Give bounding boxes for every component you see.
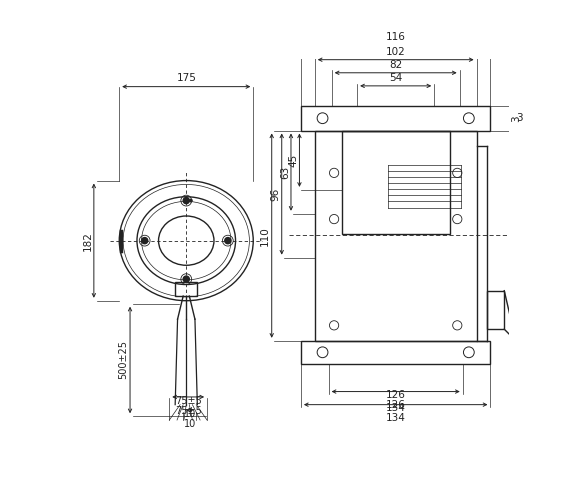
Text: 500±25: 500±25 <box>118 340 128 380</box>
Text: 3: 3 <box>517 113 523 123</box>
Text: 63: 63 <box>280 165 290 179</box>
Text: 134: 134 <box>386 413 405 423</box>
Text: 75±5: 75±5 <box>175 396 201 406</box>
Text: 96: 96 <box>270 188 281 201</box>
Text: 134: 134 <box>386 403 405 413</box>
Text: 45: 45 <box>288 154 298 167</box>
Bar <box>487 291 504 329</box>
Text: 54: 54 <box>389 73 403 83</box>
Text: 126: 126 <box>386 390 405 400</box>
Bar <box>301 341 490 364</box>
Text: 110: 110 <box>260 226 270 246</box>
Text: 116: 116 <box>386 32 405 42</box>
Text: 75±5: 75±5 <box>175 406 201 416</box>
Circle shape <box>183 276 189 282</box>
Circle shape <box>189 199 193 202</box>
Bar <box>175 282 197 296</box>
Text: 102: 102 <box>386 47 405 56</box>
Circle shape <box>225 238 231 244</box>
Text: 126: 126 <box>386 400 405 410</box>
Bar <box>301 106 490 131</box>
Text: 175: 175 <box>176 73 196 83</box>
Circle shape <box>183 197 189 204</box>
Bar <box>342 131 450 235</box>
Text: 3: 3 <box>511 115 522 122</box>
Bar <box>315 131 476 341</box>
Text: 182: 182 <box>83 231 92 250</box>
Circle shape <box>142 238 148 244</box>
Text: 82: 82 <box>389 60 403 70</box>
Text: 10: 10 <box>184 418 196 429</box>
Text: 10: 10 <box>184 409 196 418</box>
